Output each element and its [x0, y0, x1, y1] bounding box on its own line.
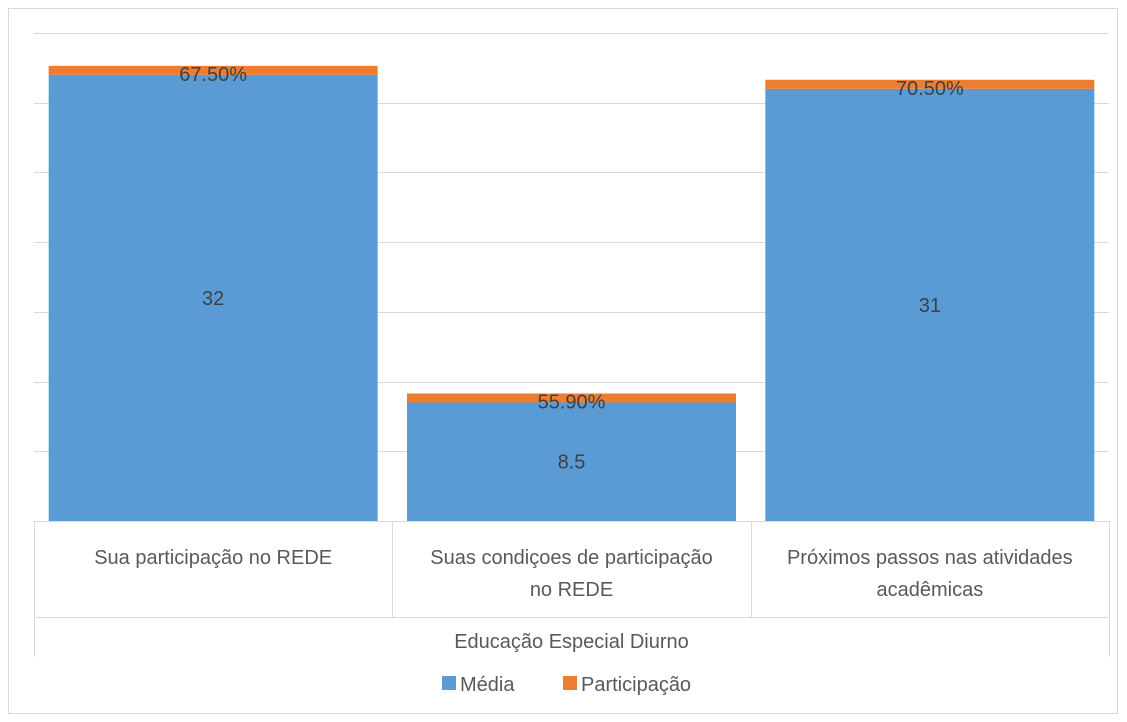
- bar-participacao: [407, 393, 736, 403]
- data-label-participacao: 70.50%: [896, 78, 964, 100]
- legend-item-participacao: Participação: [581, 674, 691, 696]
- data-label-media: 8.5: [558, 452, 586, 474]
- data-label-media: 31: [919, 295, 941, 317]
- category-label: Sua participação no REDE: [94, 547, 332, 569]
- legend-item-media: Média: [460, 674, 515, 696]
- bar-participacao: [48, 65, 378, 75]
- legend-swatch: [442, 676, 456, 690]
- group-label: Educação Especial Diurno: [454, 631, 689, 653]
- legend-swatch: [563, 676, 577, 690]
- bar-media: [765, 88, 1095, 522]
- category-label: acadêmicas: [876, 579, 983, 601]
- category-label: no REDE: [530, 579, 613, 601]
- bar-media: [407, 402, 736, 521]
- category-label: Próximos passos nas atividades: [787, 547, 1073, 569]
- data-label-participacao: 67.50%: [179, 64, 247, 86]
- category-label: Suas condiçoes de participação: [430, 547, 712, 569]
- bar-media: [48, 74, 378, 521]
- bar-participacao: [765, 79, 1095, 89]
- data-label-participacao: 55.90%: [538, 391, 606, 413]
- data-label-media: 32: [202, 288, 224, 310]
